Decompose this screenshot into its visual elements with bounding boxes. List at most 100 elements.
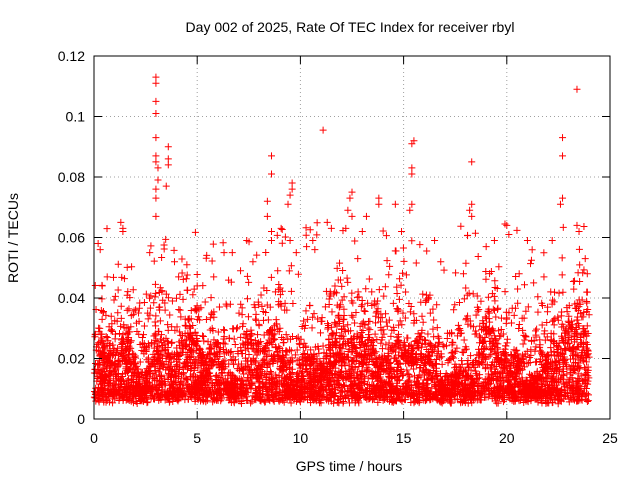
data-point bbox=[207, 294, 215, 302]
data-point bbox=[225, 334, 233, 342]
data-point bbox=[527, 256, 535, 264]
data-point bbox=[265, 347, 273, 355]
data-point bbox=[512, 273, 520, 281]
data-point bbox=[340, 352, 348, 360]
data-point bbox=[156, 284, 164, 292]
data-point bbox=[116, 330, 124, 338]
data-point bbox=[515, 320, 523, 328]
data-point bbox=[404, 334, 412, 342]
data-point bbox=[258, 302, 266, 310]
data-point bbox=[178, 336, 186, 344]
data-point bbox=[527, 260, 535, 268]
data-point bbox=[481, 313, 489, 321]
data-point bbox=[480, 337, 488, 345]
data-point bbox=[491, 277, 499, 285]
data-point bbox=[178, 255, 186, 263]
data-point bbox=[300, 339, 308, 347]
data-point bbox=[278, 225, 286, 233]
data-point bbox=[109, 399, 117, 407]
data-point bbox=[418, 312, 426, 320]
data-point bbox=[364, 299, 372, 307]
data-point bbox=[140, 299, 148, 307]
data-point bbox=[321, 303, 329, 311]
data-point bbox=[143, 399, 151, 407]
data-point bbox=[157, 359, 165, 367]
data-point bbox=[472, 367, 480, 375]
data-point bbox=[170, 246, 178, 254]
data-point bbox=[219, 239, 227, 247]
data-point bbox=[111, 335, 119, 343]
data-point bbox=[271, 288, 279, 296]
data-point bbox=[107, 312, 115, 320]
data-point bbox=[315, 349, 323, 357]
data-point bbox=[129, 286, 137, 294]
data-point bbox=[387, 332, 395, 340]
data-point bbox=[336, 332, 344, 340]
data-point bbox=[555, 343, 563, 351]
data-point bbox=[209, 398, 217, 406]
data-point bbox=[341, 362, 349, 370]
data-point bbox=[550, 347, 558, 355]
data-point bbox=[257, 291, 265, 299]
data-point bbox=[272, 344, 280, 352]
data-point bbox=[98, 295, 106, 303]
data-point bbox=[275, 280, 283, 288]
data-point bbox=[448, 338, 456, 346]
data-point bbox=[389, 346, 397, 354]
data-point bbox=[164, 326, 172, 334]
data-point bbox=[560, 338, 568, 346]
data-point bbox=[123, 306, 131, 314]
data-point bbox=[168, 297, 176, 305]
data-point bbox=[524, 303, 532, 311]
data-point bbox=[273, 231, 281, 239]
data-point bbox=[235, 360, 243, 368]
data-point bbox=[237, 333, 245, 341]
data-point bbox=[434, 332, 442, 340]
data-point bbox=[366, 317, 374, 325]
data-point bbox=[123, 263, 131, 271]
data-point bbox=[457, 222, 465, 230]
data-point bbox=[382, 318, 390, 326]
data-point bbox=[401, 314, 409, 322]
data-point bbox=[493, 284, 501, 292]
grid bbox=[94, 56, 610, 419]
data-point bbox=[138, 334, 146, 342]
data-point bbox=[279, 336, 287, 344]
data-point bbox=[118, 335, 126, 343]
data-point bbox=[315, 386, 323, 394]
data-point bbox=[288, 333, 296, 341]
data-point bbox=[395, 295, 403, 303]
data-point bbox=[182, 275, 190, 283]
data-point bbox=[393, 290, 401, 298]
data-point bbox=[255, 322, 263, 330]
data-point bbox=[416, 334, 424, 342]
data-point bbox=[325, 336, 333, 344]
data-point bbox=[272, 343, 280, 351]
data-point bbox=[402, 271, 410, 279]
data-point bbox=[158, 254, 166, 262]
data-point bbox=[209, 240, 217, 248]
data-point bbox=[114, 309, 122, 317]
data-point bbox=[423, 247, 431, 255]
data-point bbox=[360, 307, 368, 315]
data-point bbox=[559, 375, 567, 383]
data-point bbox=[103, 363, 111, 371]
data-point bbox=[364, 324, 372, 332]
data-point bbox=[428, 373, 436, 381]
data-point bbox=[126, 294, 134, 302]
data-points bbox=[90, 73, 593, 408]
data-point bbox=[206, 344, 214, 352]
data-point bbox=[109, 273, 117, 281]
data-point bbox=[135, 309, 143, 317]
data-point bbox=[221, 340, 229, 348]
data-point bbox=[582, 358, 590, 366]
data-point bbox=[181, 321, 189, 329]
data-point bbox=[329, 373, 337, 381]
data-point bbox=[267, 273, 275, 281]
data-point bbox=[288, 368, 296, 376]
data-point bbox=[281, 306, 289, 314]
data-point bbox=[443, 335, 451, 343]
data-point bbox=[585, 353, 593, 361]
data-point bbox=[214, 328, 222, 336]
